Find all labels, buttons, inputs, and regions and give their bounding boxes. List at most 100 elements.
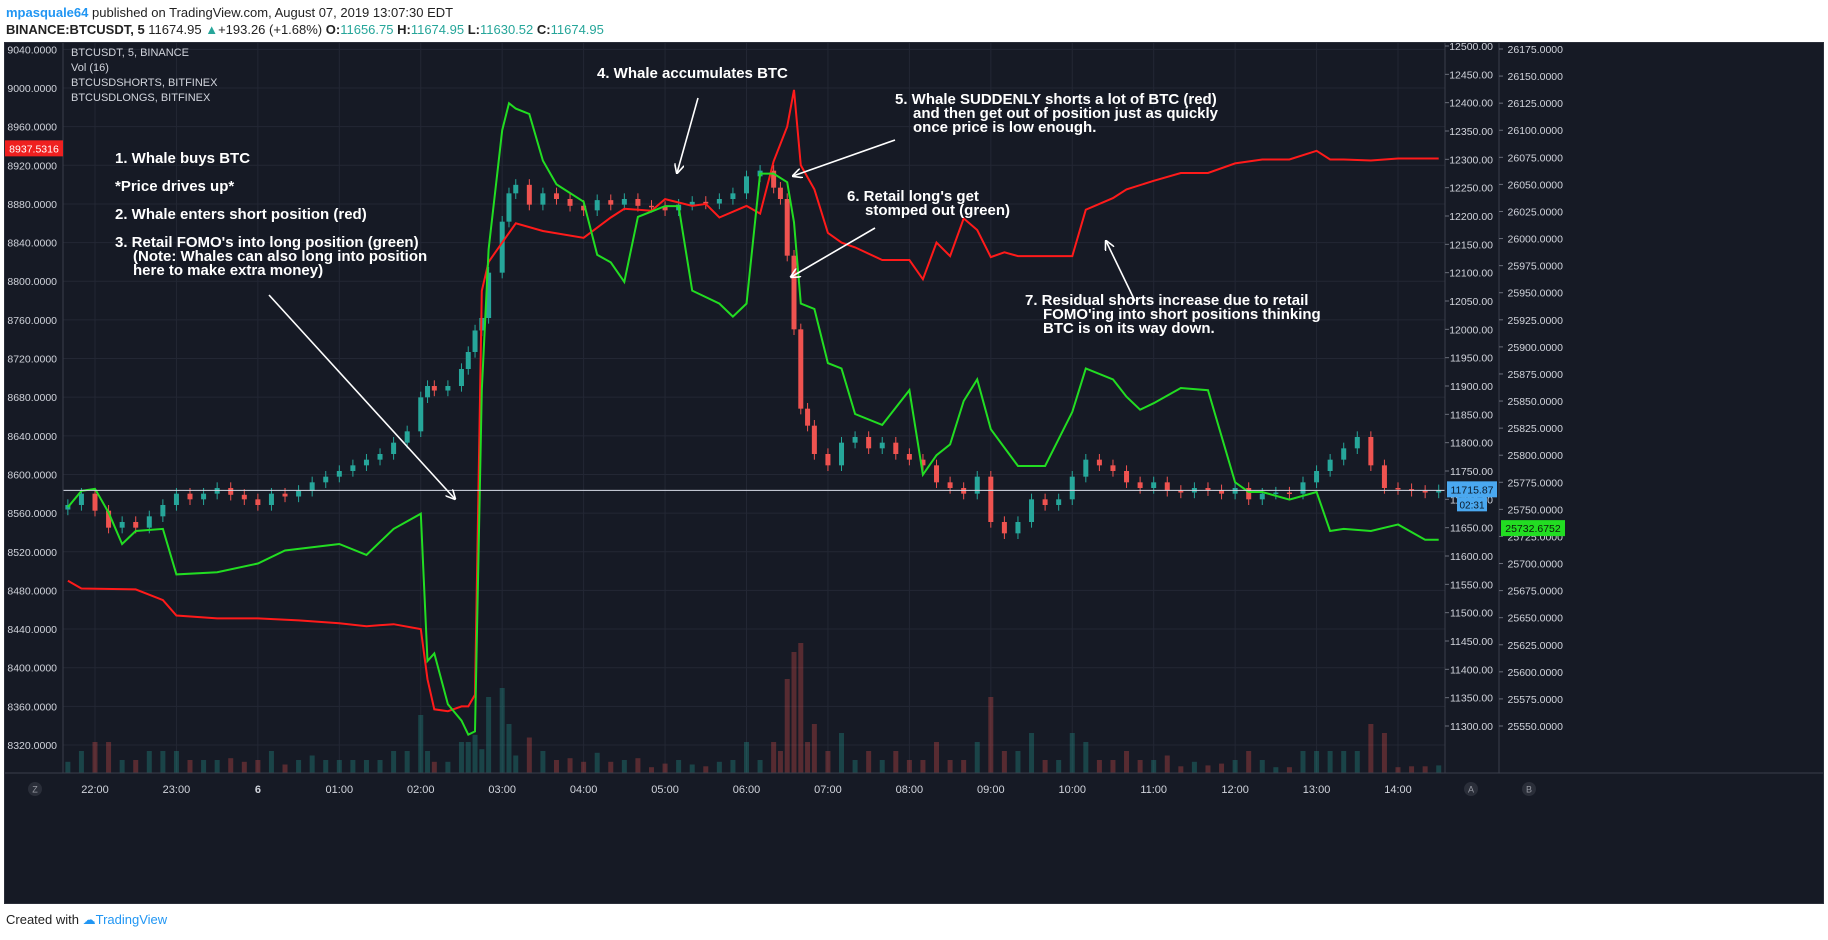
annotation-text: *Price drives up* <box>115 178 234 195</box>
annotation-text: 5. Whale SUDDENLY shorts a lot of BTC (r… <box>895 91 1217 108</box>
publisher-name[interactable]: mpasquale64 <box>6 5 89 20</box>
candle-body <box>893 442 899 454</box>
candle-body <box>78 493 84 505</box>
mid-axis-tick: 12050.00 <box>1449 296 1493 308</box>
volume-bar <box>689 764 695 773</box>
right-axis-tick: 25875.0000 <box>1508 369 1564 381</box>
volume-bar <box>716 761 722 773</box>
mid-axis-tick: 12250.00 <box>1449 183 1493 195</box>
candle-body <box>581 205 587 211</box>
volume-bar <box>377 760 383 773</box>
countdown-badge-text: 02:31 <box>1459 500 1484 511</box>
candle-body <box>1178 490 1184 493</box>
axis-button-z[interactable] <box>28 782 42 796</box>
right-axis-tick: 26050.0000 <box>1508 179 1564 191</box>
candle-body <box>1395 488 1401 490</box>
open-value: 11656.75 <box>340 22 394 37</box>
right-axis-tick: 25625.0000 <box>1508 640 1564 652</box>
left-price-badge <box>5 140 63 157</box>
right-axis-tick: 25675.0000 <box>1508 586 1564 598</box>
chart-frame[interactable]: 9080.00009040.00009000.00008960.00008920… <box>4 6 1824 904</box>
volume-bar <box>811 724 817 773</box>
candle-body <box>228 488 234 495</box>
volume-bar <box>1314 751 1320 773</box>
candle-body <box>241 494 247 500</box>
annotation-text: 3. Retail FOMO's into long position (gre… <box>115 234 419 251</box>
candle-body <box>1083 459 1089 477</box>
right-axis-tick: 25950.0000 <box>1508 288 1564 300</box>
candle-body <box>465 352 471 369</box>
candle-body <box>744 176 749 194</box>
candle-body <box>798 329 804 409</box>
volume-bar <box>187 760 193 773</box>
candle-body <box>106 510 112 528</box>
volume-bar <box>1001 751 1007 773</box>
volume-bar <box>1015 751 1021 773</box>
candle-body <box>852 437 858 443</box>
candle-body <box>540 193 546 205</box>
mid-axis-tick: 12450.00 <box>1449 69 1493 81</box>
candle-body <box>648 205 654 208</box>
volume-bar <box>241 761 247 773</box>
volume-bar <box>906 760 912 773</box>
candle-body <box>282 493 288 497</box>
volume-bar <box>1178 766 1184 773</box>
axis-button-b[interactable] <box>1522 782 1536 796</box>
volume-bar <box>621 760 627 773</box>
volume-bar <box>1164 755 1170 773</box>
axis-button-a[interactable] <box>1464 782 1478 796</box>
volume-bar <box>920 760 926 773</box>
grid <box>63 10 1445 773</box>
mid-axis-tick: 12000.00 <box>1449 324 1493 336</box>
candle-body <box>119 522 125 528</box>
volume-bar <box>798 643 804 773</box>
mid-axis-tick: 11850.00 <box>1450 409 1493 421</box>
volume-bar <box>757 760 763 773</box>
chart-canvas[interactable]: 9080.00009040.00009000.00008960.00008920… <box>5 6 1823 903</box>
volume-bar <box>974 742 980 773</box>
candle-body <box>866 437 872 449</box>
annotations: 1. Whale buys BTC *Price drives up* 2. Wha… <box>115 65 1321 499</box>
candle-body <box>431 386 437 391</box>
candle-body <box>1273 492 1279 495</box>
right-axis-tick: 25850.0000 <box>1508 396 1564 408</box>
candle-body <box>608 200 614 205</box>
candle-body <box>784 199 790 256</box>
tradingview-link[interactable]: TradingView <box>95 912 168 927</box>
right-axis-tick: 25825.0000 <box>1508 423 1564 435</box>
volume-bar <box>526 737 532 773</box>
volume-bar <box>1069 733 1075 773</box>
right-axis-tick: 25750.0000 <box>1508 504 1564 516</box>
volume-bar <box>1137 760 1143 773</box>
candle-body <box>404 431 410 443</box>
candle-body <box>662 206 668 211</box>
volume-bar <box>201 760 207 773</box>
x-axis-tick: 22:00 <box>81 784 109 796</box>
x-axis-tick: 12:00 <box>1221 784 1249 796</box>
right-axis-tick: 26150.0000 <box>1508 71 1564 83</box>
volume-bar <box>418 715 424 773</box>
volume-bar <box>479 749 485 773</box>
volume-bar <box>1096 760 1102 773</box>
volume-bar <box>934 742 940 773</box>
candle-body <box>255 499 261 505</box>
left-axis-tick: 8680.0000 <box>7 392 57 404</box>
volume-bar <box>425 751 431 773</box>
volume-bar <box>1151 760 1157 773</box>
volume-bar <box>1029 733 1035 773</box>
left-axis-tick: 8760.0000 <box>7 315 57 327</box>
candle-body <box>1286 492 1292 495</box>
annotation-arrow <box>677 97 699 173</box>
volume-bar <box>282 764 288 773</box>
mid-axis-tick: 12150.00 <box>1449 239 1493 251</box>
volume-bar <box>893 751 899 773</box>
candle-body <box>594 200 600 211</box>
candle-body <box>777 187 783 199</box>
volume-bar <box>1381 733 1387 773</box>
candle-body <box>1381 465 1387 488</box>
x-axis-tick: 09:00 <box>977 784 1005 796</box>
annotation-text: FOMO'ing into short positions thinking <box>1043 306 1321 323</box>
mid-axis-tick: 11900.00 <box>1450 381 1493 393</box>
candle-body <box>1164 482 1170 491</box>
